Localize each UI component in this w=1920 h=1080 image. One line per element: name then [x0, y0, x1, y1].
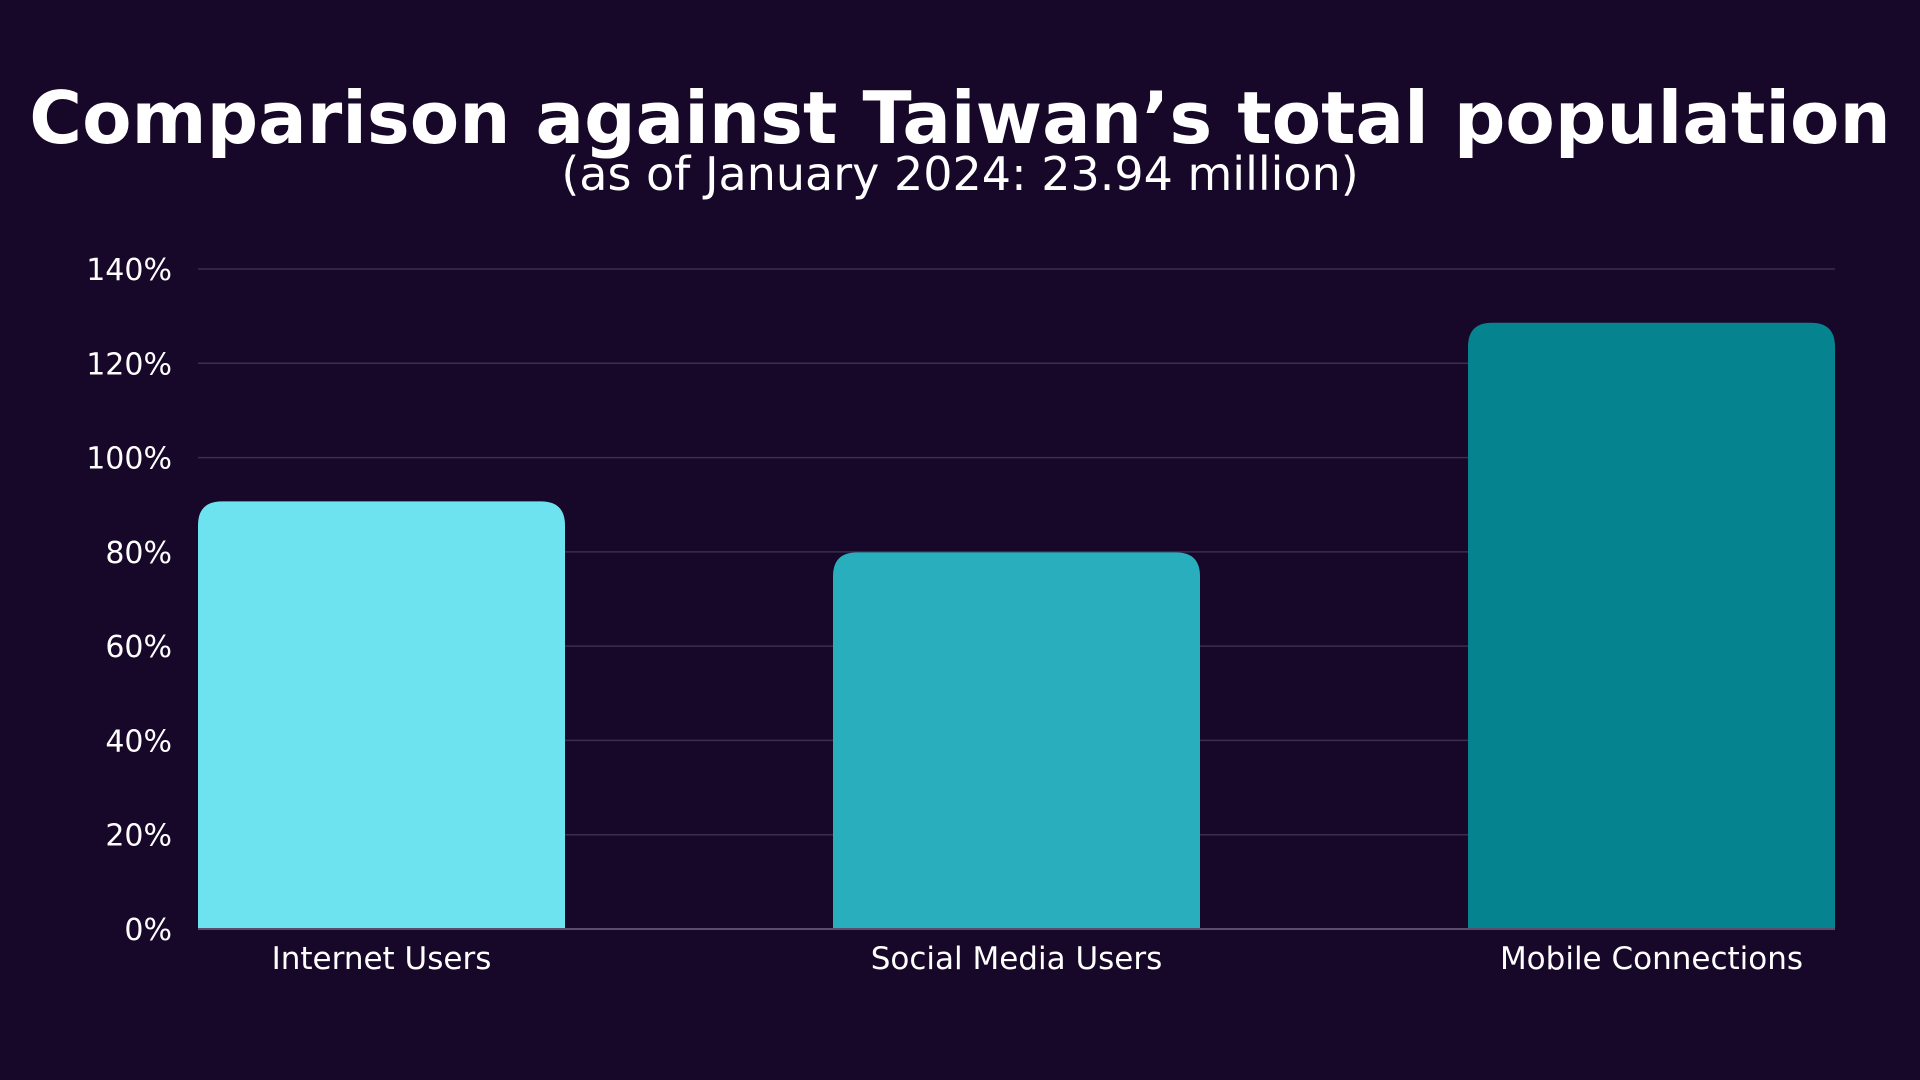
bar-internet-users: [198, 501, 565, 929]
chart-title: Comparison against Taiwan’s total popula…: [29, 76, 1891, 160]
x-category-label: Internet Users: [272, 941, 492, 977]
y-tick-label: 80%: [105, 536, 172, 571]
y-tick-label: 120%: [86, 347, 172, 382]
bars: [198, 322, 1835, 929]
y-tick-labels: 0% 20% 40% 60% 80% 100% 120% 140%: [86, 253, 172, 948]
bar-mobile-connections: [1468, 322, 1835, 929]
y-tick-label: 20%: [105, 819, 172, 854]
x-category-label: Social Media Users: [871, 941, 1163, 977]
y-tick-label: 140%: [86, 253, 172, 288]
y-tick-label: 0%: [124, 913, 172, 948]
chart-subtitle: (as of January 2024: 23.94 million): [561, 147, 1359, 201]
x-category-labels: Internet Users Social Media Users Mobile C…: [272, 941, 1803, 977]
bar-social-media-users: [833, 552, 1200, 929]
y-tick-label: 60%: [105, 630, 172, 665]
y-tick-label: 100%: [86, 442, 172, 477]
y-tick-label: 40%: [105, 724, 172, 759]
x-category-label: Mobile Connections: [1500, 941, 1803, 977]
